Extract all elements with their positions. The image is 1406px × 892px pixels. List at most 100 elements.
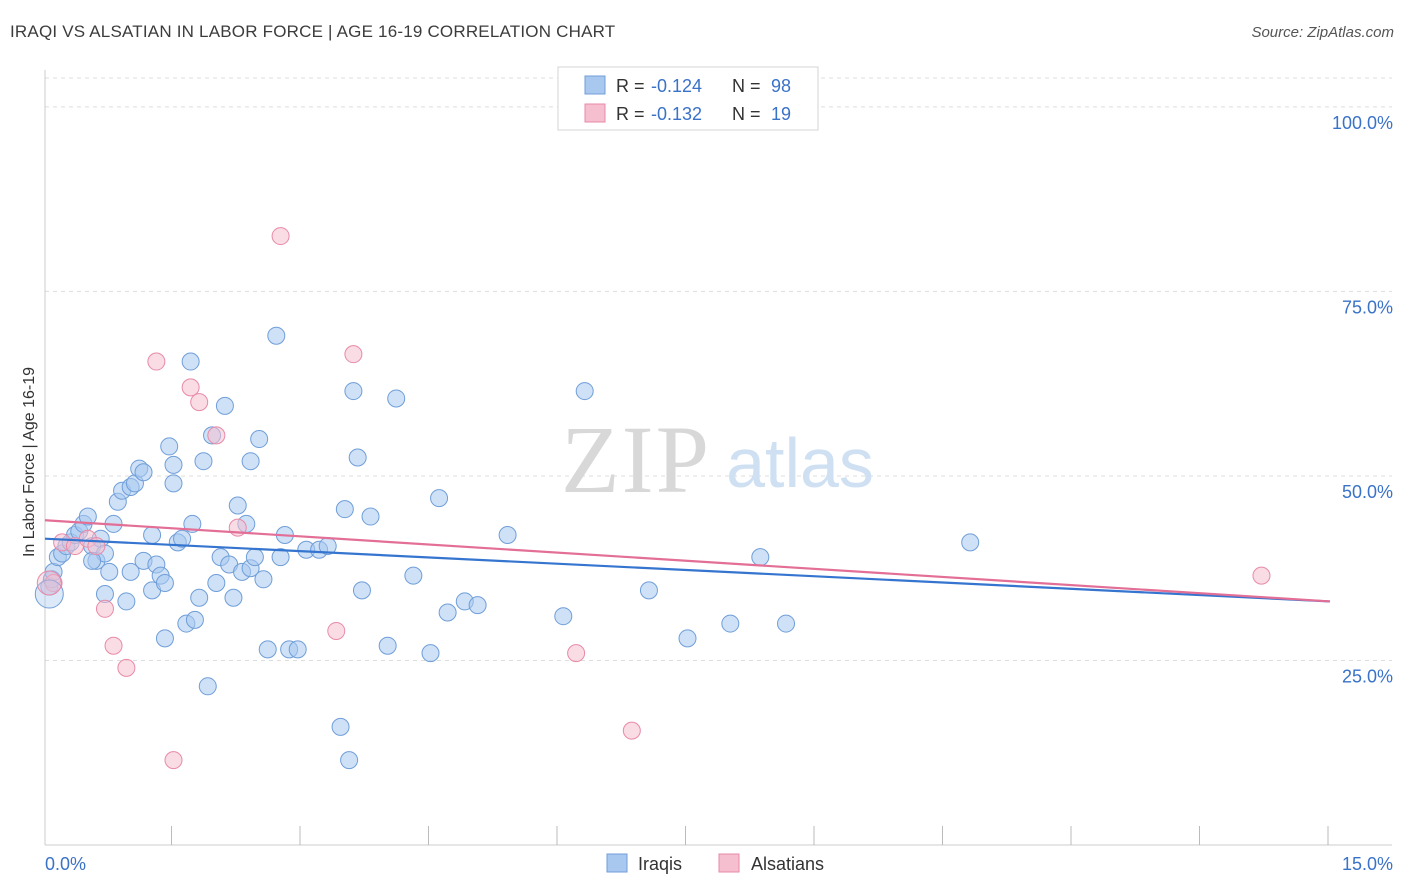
iraqi-point <box>155 629 174 648</box>
alsatian-point <box>117 658 136 677</box>
alsatian-point <box>327 621 346 640</box>
iraqi-point <box>678 629 697 648</box>
iraqi-point <box>468 596 487 615</box>
iraqi-point <box>245 548 264 567</box>
trend-lines <box>44 519 1331 603</box>
iraqi-point <box>258 640 277 659</box>
iraqi-point <box>164 455 183 474</box>
iraqi-point <box>215 396 234 415</box>
watermark-atlas: atlas <box>726 424 874 502</box>
legend-row-iraqi: R = -0.124 N = 98 <box>584 75 791 96</box>
legend: R = -0.124 N = 98 R = -0.132 N = 19 <box>557 66 819 131</box>
alsatian-point <box>1252 566 1271 585</box>
iraqi-point <box>378 636 397 655</box>
tick-labels: 25.0% 50.0% 75.0% 100.0% 0.0% 15.0% <box>45 113 1393 874</box>
iraqi-point <box>117 592 136 611</box>
alsatian-point <box>95 599 114 618</box>
iraqi-point <box>181 352 200 371</box>
alsatian-point <box>344 345 363 364</box>
legend-r-label: R = <box>616 104 645 124</box>
legend-r-value: -0.124 <box>651 76 702 96</box>
alsatian-point <box>567 644 586 663</box>
iraqi-point <box>751 548 770 567</box>
iraqi-point <box>498 526 517 544</box>
iraqi-point <box>361 507 380 526</box>
y-axis-label: In Labor Force | Age 16-19 <box>21 367 38 557</box>
iraqi-point <box>241 452 260 471</box>
iraqi-point <box>421 644 440 663</box>
iraqi-point <box>134 463 153 482</box>
alsatian-point <box>207 426 226 445</box>
iraqi-point <box>352 581 371 600</box>
y-tick-label: 50.0% <box>1342 482 1393 502</box>
iraqi-point <box>575 382 594 401</box>
iraqi-point <box>267 326 286 345</box>
iraqi-point <box>160 437 179 456</box>
iraqi-point <box>143 526 162 544</box>
iraqi-point <box>194 452 213 471</box>
watermark-zip: ZIP <box>561 406 711 513</box>
iraqi-point <box>331 717 350 736</box>
bottom-legend-label-alsatian: Alsatians <box>751 854 824 874</box>
iraqi-point <box>340 751 359 770</box>
legend-n-value: 19 <box>771 104 791 124</box>
bottom-legend: Iraqis Alsatians <box>606 853 824 874</box>
legend-r-label: R = <box>616 76 645 96</box>
y-tick-label: 100.0% <box>1332 113 1393 133</box>
bottom-legend-swatch-alsatian <box>718 853 740 873</box>
iraqi-point <box>271 548 290 567</box>
iraqi-point <box>224 588 243 607</box>
iraqi-point <box>121 562 140 581</box>
x-tick-label: 15.0% <box>1342 854 1393 874</box>
iraqi-trend-line <box>44 537 1331 603</box>
iraqi-point <box>344 382 363 401</box>
iraqi-point <box>404 566 423 585</box>
watermark: ZIP atlas <box>561 406 874 513</box>
iraqi-point <box>207 573 226 592</box>
alsatian-point-cluster <box>36 570 62 596</box>
legend-n-label: N = <box>732 104 761 124</box>
iraqi-point <box>250 430 269 449</box>
chart-title: IRAQI VS ALSATIAN IN LABOR FORCE | AGE 1… <box>10 22 616 41</box>
iraqi-point <box>254 570 273 589</box>
data-points <box>34 227 1271 770</box>
iraqi-point <box>185 610 204 629</box>
alsatian-point <box>164 751 183 770</box>
alsatian-point <box>190 393 209 412</box>
legend-n-label: N = <box>732 76 761 96</box>
iraqi-point <box>348 448 367 467</box>
axes <box>44 70 1392 846</box>
alsatian-point <box>147 352 166 371</box>
iraqi-point <box>173 529 192 548</box>
y-tick-label: 75.0% <box>1342 297 1393 317</box>
iraqi-point <box>554 607 573 626</box>
bottom-legend-swatch-iraqi <box>606 853 628 873</box>
iraqi-point <box>639 581 658 600</box>
iraqi-point <box>721 614 740 633</box>
alsatian-point <box>622 721 641 740</box>
y-tick-label: 25.0% <box>1342 666 1393 686</box>
iraqi-point <box>228 496 247 515</box>
source-label: Source: ZipAtlas.com <box>1251 24 1394 41</box>
x-tick-label: 0.0% <box>45 854 86 874</box>
iraqi-point <box>155 573 174 592</box>
iraqi-point <box>78 507 97 526</box>
iraqi-point <box>100 562 119 581</box>
legend-n-value: 98 <box>771 76 791 96</box>
alsatian-point <box>271 227 290 246</box>
alsatian-point <box>104 636 123 655</box>
bottom-legend-label-iraqi: Iraqis <box>638 854 682 874</box>
iraqi-point <box>777 614 796 633</box>
legend-swatch-iraqi <box>584 75 606 95</box>
iraqi-point <box>288 640 307 659</box>
legend-row-alsatian: R = -0.132 N = 19 <box>584 103 791 124</box>
alsatian-point <box>44 573 63 592</box>
iraqi-point <box>438 603 457 622</box>
iraqi-point <box>430 489 449 508</box>
iraqi-point <box>335 500 354 519</box>
iraqi-point-cluster <box>34 579 64 609</box>
iraqi-point <box>387 389 406 408</box>
iraqi-point <box>198 677 217 696</box>
alsatian-point <box>181 378 200 397</box>
